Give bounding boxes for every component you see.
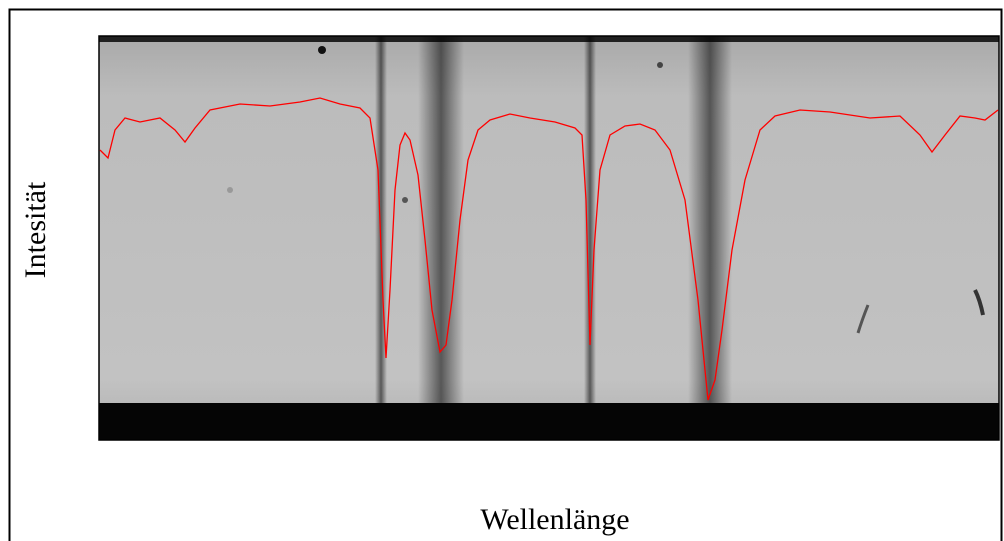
image-frame bbox=[98, 35, 1000, 441]
outer-frame bbox=[8, 8, 1003, 541]
image-background bbox=[99, 36, 999, 440]
speck bbox=[856, 304, 870, 334]
speck bbox=[657, 62, 663, 68]
intensity-curve bbox=[99, 97, 999, 401]
absorption-line bbox=[584, 36, 596, 404]
top-band bbox=[99, 36, 999, 42]
speck bbox=[227, 187, 233, 193]
spectrum-image bbox=[98, 35, 1000, 441]
speck bbox=[402, 197, 408, 203]
absorption-line bbox=[418, 36, 464, 404]
y-axis-label: Intesität bbox=[19, 181, 52, 278]
x-axis-label: Wellenlänge bbox=[480, 503, 629, 536]
bottom-band bbox=[99, 403, 999, 440]
speck bbox=[318, 46, 326, 54]
absorption-line bbox=[688, 36, 732, 404]
speck bbox=[973, 289, 985, 316]
